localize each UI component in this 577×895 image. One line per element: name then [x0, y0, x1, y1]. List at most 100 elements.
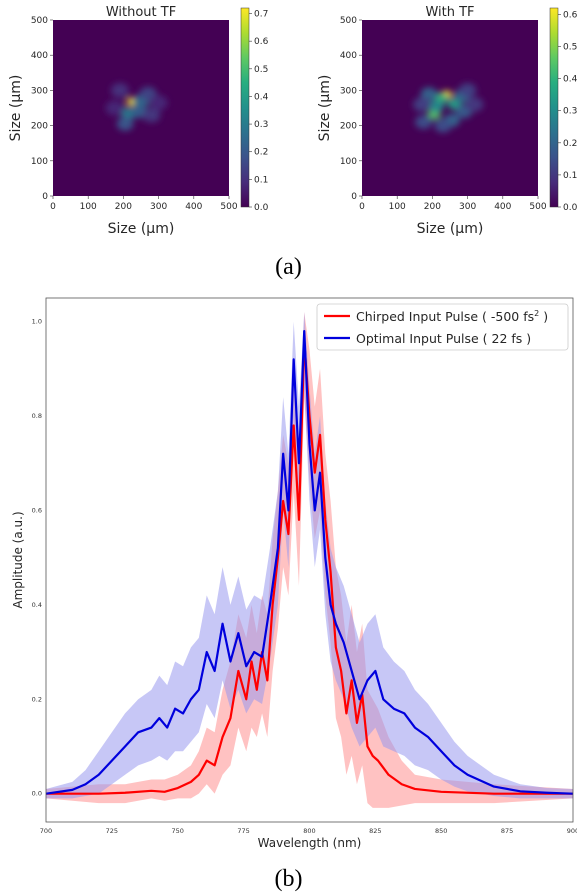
caption-b: (b)	[274, 866, 303, 892]
heatmap-spot	[413, 97, 431, 112]
spectrum-series	[46, 329, 573, 795]
y-tick-label: 200	[340, 122, 357, 132]
y-tick-label: 100	[31, 157, 48, 167]
spectrum-y-tick-label: 1.0	[32, 318, 42, 326]
heatmap-spot	[415, 115, 433, 130]
spectrum-x-tick-label: 875	[501, 827, 513, 835]
spectrum-y-tick-label: 0.8	[32, 412, 42, 420]
colorbar-tick-label: 0.4	[254, 92, 269, 102]
y-tick-label: 0	[42, 192, 48, 202]
spectrum-bands	[46, 312, 573, 808]
x-tick-label: 0	[50, 202, 56, 212]
spectrum-x-tick-label: 775	[237, 827, 249, 835]
colorbar-tick-label: 0.0	[563, 203, 577, 213]
heatmap-without-tf-spots	[105, 82, 168, 131]
colorbar-tick-label: 0.6	[563, 10, 577, 20]
heatmap-with-tf-colorbar	[549, 7, 559, 208]
spectrum-y-tick-label: 0.0	[32, 790, 42, 798]
heatmap-with-tf: With TF 0 100 200 300 400 500 0 100 200 300 400 500…	[317, 5, 577, 237]
y-tick-label: 400	[31, 51, 48, 61]
heatmap-without-tf-ticks: 0 100 200 300 400 500 0 100 200 300 400 500	[31, 16, 238, 212]
spectrum-y-tick-label: 0.4	[32, 601, 42, 609]
heatmap-without-tf-xlabel: Size (μm)	[108, 221, 175, 237]
legend-label-chirped-tail: )	[539, 309, 548, 324]
spectrum-xlabel: Wavelength (nm)	[258, 836, 362, 850]
x-tick-label: 200	[424, 202, 441, 212]
heatmap-without-tf: Without TF 0 100 200 300 400 500 0 100 200 300 400…	[8, 5, 269, 237]
heatmap-without-tf-colorbar-ticks: 0.0 0.1 0.2 0.3 0.4 0.5 0.6 0.7	[249, 10, 269, 213]
heatmap-with-tf-xlabel: Size (μm)	[417, 221, 484, 237]
heatmap-without-tf-ylabel: Size (μm)	[8, 75, 24, 142]
x-tick-label: 500	[529, 202, 546, 212]
legend-label-chirped-sup: 2	[534, 309, 539, 318]
heatmap-spot	[110, 82, 129, 98]
spectrum-x-tick-label: 725	[106, 827, 118, 835]
legend-label-chirped: Chirped Input Pulse ( -500 fs2 )	[356, 309, 548, 324]
x-tick-label: 300	[459, 202, 476, 212]
y-tick-label: 300	[31, 86, 48, 96]
heatmap-without-tf-title: Without TF	[106, 5, 176, 20]
spectrum-x-tick-label: 700	[40, 827, 52, 835]
y-tick-label: 100	[340, 157, 357, 167]
heatmap-without-tf-colorbar	[240, 7, 250, 208]
y-tick-label: 0	[351, 192, 357, 202]
colorbar-tick-label: 0.5	[254, 65, 268, 75]
colorbar-tick-label: 0.1	[254, 175, 268, 185]
spectrum-legend: Chirped Input Pulse ( -500 fs2 ) Optimal…	[316, 303, 569, 351]
spectrum-ylabel: Amplitude (a.u.)	[11, 511, 25, 608]
spectrum-x-tick-label: 850	[435, 827, 447, 835]
y-tick-label: 500	[31, 16, 48, 26]
legend-label-optimal: Optimal Input Pulse ( 22 fs )	[356, 331, 531, 346]
heatmap-spot	[116, 116, 134, 131]
spectrum-y-tick-label: 0.2	[32, 695, 42, 703]
colorbar-tick-label: 0.0	[254, 203, 269, 213]
colorbar-tick-label: 0.2	[254, 148, 268, 158]
x-tick-label: 300	[150, 202, 167, 212]
y-tick-label: 300	[340, 86, 357, 96]
spectrum-x-tick-label: 750	[172, 827, 184, 835]
x-tick-label: 100	[389, 202, 406, 212]
y-tick-label: 500	[340, 16, 357, 26]
colorbar-tick-label: 0.6	[254, 37, 269, 47]
y-tick-label: 200	[31, 122, 48, 132]
spectrum-y-tick-label: 0.6	[32, 506, 42, 514]
heatmap-spot	[105, 100, 124, 116]
x-tick-label: 200	[115, 202, 132, 212]
colorbar-tick-label: 0.1	[563, 171, 577, 181]
x-tick-label: 400	[494, 202, 511, 212]
heatmap-spot	[420, 87, 438, 101]
heatmap-with-tf-colorbar-ticks: 0.0 0.1 0.2 0.3 0.4 0.5 0.6	[558, 10, 577, 213]
heatmap-with-tf-title: With TF	[425, 5, 474, 20]
heatmap-with-tf-ticks: 0 100 200 300 400 500 0 100 200 300 400 500	[340, 16, 547, 212]
heatmap-spot	[142, 107, 161, 123]
heatmap-spot	[434, 118, 452, 133]
x-tick-label: 400	[185, 202, 202, 212]
heatmap-with-tf-ylabel: Size (μm)	[317, 75, 333, 142]
spectrum-x-tick-label: 825	[369, 827, 381, 835]
x-tick-label: 100	[80, 202, 97, 212]
colorbar-tick-label: 0.3	[563, 107, 577, 117]
spectrum-plot-frame	[45, 297, 574, 823]
x-tick-label: 0	[359, 202, 365, 212]
colorbar-tick-label: 0.7	[254, 10, 268, 20]
legend-frame	[316, 303, 569, 351]
spectrum-ticks: 700 725 750 775 800 825 850 875 900 0.0 0.2 0.4 0.6 0…	[32, 318, 577, 835]
x-tick-label: 500	[220, 202, 237, 212]
heatmap-spot	[465, 97, 484, 112]
heatmap-spot	[458, 83, 477, 98]
heatmap-with-tf-spots	[413, 83, 484, 133]
colorbar-tick-label: 0.3	[254, 120, 268, 130]
colorbar-tick-label: 0.5	[563, 43, 577, 53]
spectrum-x-tick-label: 900	[567, 827, 577, 835]
chirped-line	[46, 339, 573, 795]
colorbar-tick-label: 0.2	[563, 139, 577, 149]
optimal-line	[46, 329, 573, 795]
spectrum-chart: 700 725 750 775 800 825 850 875 900 0.0 0.2 0.4 0.6 0…	[11, 297, 577, 850]
y-tick-label: 400	[340, 51, 357, 61]
caption-a: (a)	[275, 254, 302, 280]
colorbar-tick-label: 0.4	[563, 75, 577, 85]
heatmap-spot	[429, 100, 445, 113]
heatmap-spot	[149, 95, 168, 111]
optimal-band	[46, 312, 573, 799]
